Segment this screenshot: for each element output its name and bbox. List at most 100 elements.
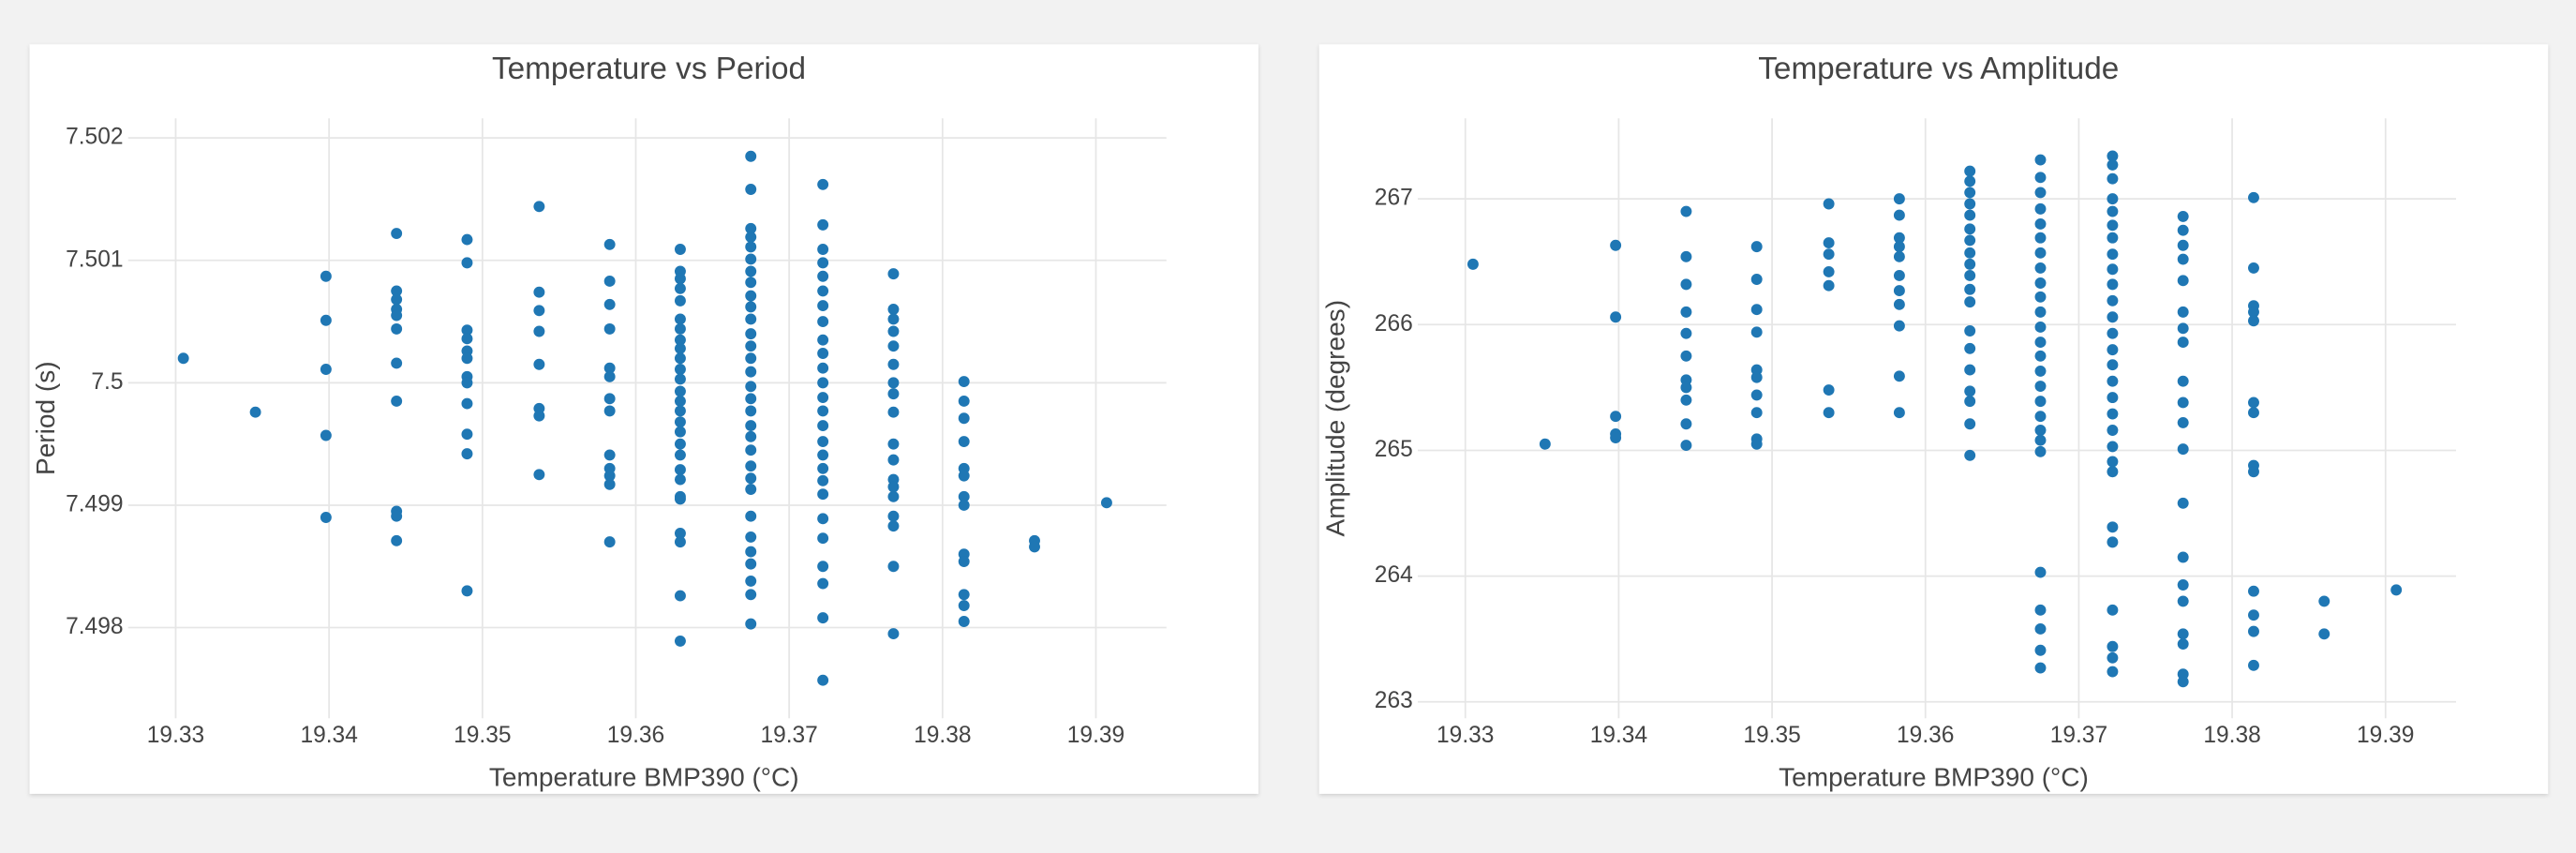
point (2248, 397, 2259, 409)
point (1823, 384, 1835, 397)
point (817, 420, 829, 432)
point (1823, 198, 1835, 210)
point (745, 589, 757, 601)
point (391, 293, 403, 306)
point (320, 314, 332, 326)
panel (1318, 44, 2549, 794)
point (1680, 394, 1692, 406)
point (1750, 274, 1763, 285)
point (1893, 232, 1905, 244)
point (461, 585, 473, 597)
point (2107, 311, 2119, 323)
point (1750, 241, 1763, 253)
point (2177, 443, 2189, 456)
y-tick-label: 7.499 (66, 491, 123, 516)
point (2177, 676, 2189, 688)
point (2318, 595, 2330, 607)
point (817, 612, 829, 624)
point (2248, 466, 2259, 478)
point (1680, 418, 1692, 430)
point (817, 462, 829, 474)
point (958, 376, 970, 388)
point (2034, 644, 2047, 656)
point (2107, 466, 2119, 478)
point (1893, 320, 1905, 332)
point (745, 277, 757, 289)
point (2177, 397, 2189, 409)
point (958, 616, 970, 627)
point (2248, 315, 2259, 327)
point (320, 364, 332, 375)
point (2107, 158, 2119, 171)
point (2034, 337, 2047, 349)
point (391, 285, 403, 297)
point (674, 273, 686, 285)
point (745, 575, 757, 587)
point (1964, 342, 1976, 354)
point (391, 322, 403, 335)
point (745, 460, 757, 472)
point (745, 430, 757, 442)
point (674, 449, 686, 461)
point (745, 328, 757, 340)
point (1964, 296, 1976, 308)
point (1823, 237, 1835, 249)
point (2248, 306, 2259, 318)
point (674, 282, 686, 294)
point (461, 428, 473, 441)
point (249, 406, 261, 418)
point (2177, 595, 2189, 607)
point (1964, 449, 1976, 461)
point (887, 510, 900, 522)
point (958, 436, 970, 448)
point (2034, 322, 2047, 333)
point (461, 333, 473, 345)
point (817, 377, 829, 389)
point (887, 304, 900, 315)
point (320, 512, 332, 523)
x-tick-label: 19.37 (760, 723, 817, 748)
point (817, 392, 829, 403)
point (2177, 275, 2189, 287)
point (674, 373, 686, 385)
point (1610, 239, 1622, 251)
point (674, 385, 686, 397)
point (674, 313, 686, 325)
point (2177, 322, 2189, 335)
point (1610, 411, 1622, 423)
point (603, 322, 616, 335)
point (391, 510, 403, 522)
point (745, 546, 757, 558)
x-tick-label: 19.37 (2050, 723, 2107, 748)
point (533, 358, 545, 370)
point (887, 481, 900, 493)
point (1750, 326, 1763, 338)
point (887, 325, 900, 337)
point (2107, 521, 2119, 533)
point (745, 253, 757, 265)
point (2107, 408, 2119, 420)
point (461, 257, 473, 269)
point (817, 334, 829, 346)
point (1893, 270, 1905, 281)
point (1680, 327, 1692, 339)
chart-title: Temperature vs Period (492, 52, 806, 86)
point (391, 228, 403, 239)
point (887, 268, 900, 280)
point (817, 488, 829, 501)
point (958, 395, 970, 407)
point (674, 590, 686, 602)
point (674, 438, 686, 450)
point (887, 406, 900, 418)
point (745, 352, 757, 365)
point (603, 449, 616, 461)
point (958, 556, 970, 567)
point (1964, 385, 1976, 397)
point (817, 270, 829, 282)
point (674, 352, 686, 365)
point (745, 558, 757, 570)
point (1100, 497, 1112, 509)
point (958, 499, 970, 511)
y-tick-label: 7.498 (66, 614, 123, 639)
point (2034, 247, 2047, 259)
